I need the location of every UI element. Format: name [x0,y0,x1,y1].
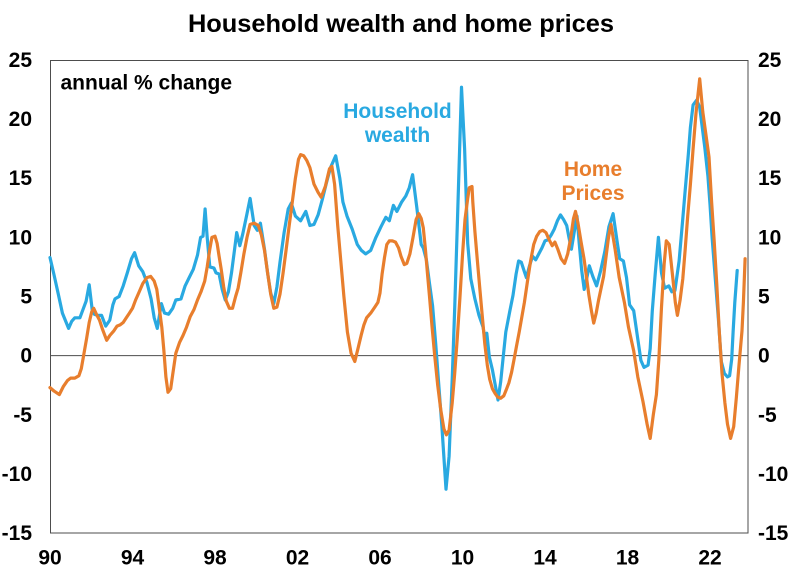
svg-text:-15: -15 [758,522,789,545]
svg-text:5: 5 [20,286,32,309]
svg-text:10: 10 [451,547,474,570]
svg-text:98: 98 [203,547,227,570]
svg-text:annual % change: annual % change [61,72,233,95]
svg-text:06: 06 [368,547,391,570]
svg-text:25: 25 [758,49,782,72]
svg-text:10: 10 [9,226,32,249]
svg-text:5: 5 [758,286,770,309]
svg-text:-10: -10 [758,463,788,486]
svg-text:0: 0 [20,345,32,368]
svg-text:94: 94 [121,547,145,570]
svg-text:18: 18 [616,547,640,570]
svg-text:Household: Household [343,100,452,123]
svg-text:15: 15 [758,167,782,190]
svg-text:20: 20 [9,108,32,131]
svg-text:14: 14 [533,547,557,570]
svg-text:Home: Home [564,158,622,181]
svg-text:20: 20 [758,108,781,131]
svg-text:-10: -10 [2,463,32,486]
svg-text:Prices: Prices [561,182,624,205]
svg-text:25: 25 [9,49,33,72]
svg-text:-5: -5 [758,404,777,427]
svg-text:-15: -15 [2,522,33,545]
svg-text:Household wealth and home pric: Household wealth and home prices [188,10,614,38]
svg-text:-5: -5 [13,404,32,427]
svg-text:wealth: wealth [364,124,430,147]
svg-text:90: 90 [38,547,61,570]
svg-text:15: 15 [9,167,33,190]
svg-text:02: 02 [286,547,309,570]
svg-text:10: 10 [758,226,781,249]
svg-text:22: 22 [698,547,721,570]
svg-text:0: 0 [758,345,770,368]
